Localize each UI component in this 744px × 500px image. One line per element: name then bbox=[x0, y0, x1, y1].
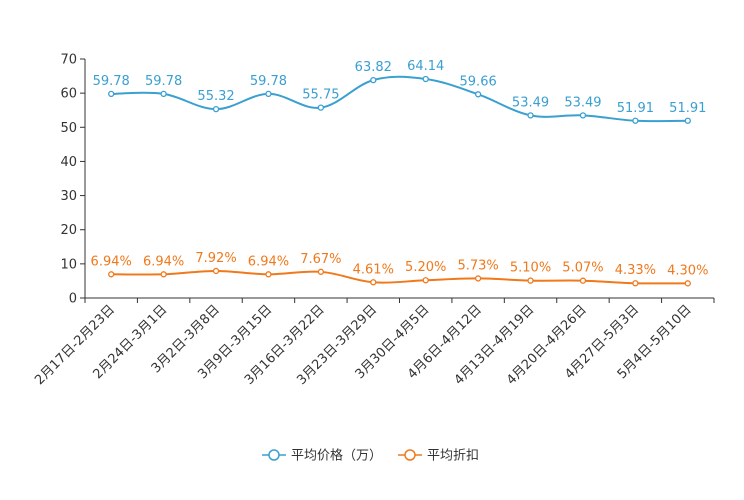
price-point[interactable] bbox=[579, 112, 587, 119]
price-data-label: 53.49 bbox=[564, 95, 601, 110]
price-data-label: 59.78 bbox=[250, 74, 287, 89]
price-data-label: 59.66 bbox=[460, 74, 497, 89]
y-tick-label: 10 bbox=[60, 257, 77, 272]
price-point[interactable] bbox=[265, 90, 272, 98]
discount-point[interactable] bbox=[317, 268, 325, 275]
discount-data-label: 5.20% bbox=[405, 260, 446, 275]
discount-point[interactable] bbox=[684, 280, 691, 287]
discount-data-label: 4.33% bbox=[615, 263, 656, 278]
price-point[interactable] bbox=[108, 90, 115, 98]
y-tick-label: 70 bbox=[60, 53, 77, 68]
legend-item-discount[interactable]: 平均折扣 bbox=[398, 449, 479, 464]
price-point[interactable] bbox=[370, 76, 377, 84]
price-data-label: 59.78 bbox=[145, 74, 182, 89]
y-tick-label: 40 bbox=[60, 155, 77, 170]
discount-point[interactable] bbox=[422, 277, 429, 284]
discount-data-label: 5.07% bbox=[562, 261, 603, 276]
price-data-label: 55.75 bbox=[302, 88, 339, 103]
legend-marker-icon bbox=[268, 449, 280, 461]
price-point[interactable] bbox=[474, 91, 482, 98]
y-tick-label: 30 bbox=[60, 189, 77, 204]
discount-point[interactable] bbox=[212, 267, 220, 275]
discount-point[interactable] bbox=[527, 277, 534, 284]
discount-point[interactable] bbox=[474, 275, 482, 282]
y-tick-label: 20 bbox=[60, 223, 77, 238]
discount-point[interactable] bbox=[632, 280, 639, 287]
axes: 0102030405060702月17日-2月23日2月24日-3月1日3月2日… bbox=[32, 53, 715, 388]
price-point[interactable] bbox=[212, 105, 220, 113]
discount-data-label: 6.94% bbox=[248, 254, 289, 269]
discount-data-label: 4.61% bbox=[353, 262, 394, 277]
price-point[interactable] bbox=[317, 104, 325, 111]
price-point[interactable] bbox=[160, 90, 167, 98]
price-series-line bbox=[111, 75, 688, 123]
price-data-label: 55.32 bbox=[197, 89, 234, 104]
discount-series-line bbox=[111, 269, 688, 285]
discount-data-label: 5.10% bbox=[510, 261, 551, 276]
y-tick-label: 60 bbox=[60, 87, 77, 102]
discount-data-label: 5.73% bbox=[457, 258, 498, 273]
price-point[interactable] bbox=[422, 75, 429, 83]
discount-point[interactable] bbox=[579, 277, 587, 284]
discount-data-label: 7.92% bbox=[195, 251, 236, 266]
discount-data-label: 7.67% bbox=[300, 252, 341, 267]
price-data-label: 64.14 bbox=[407, 59, 444, 74]
discount-data-label: 6.94% bbox=[143, 254, 184, 269]
legend-marker-icon bbox=[404, 449, 416, 461]
price-point[interactable] bbox=[632, 117, 639, 124]
legend-item-price[interactable]: 平均价格（万） bbox=[262, 448, 382, 464]
legend-label: 平均价格（万） bbox=[291, 448, 382, 464]
data-labels-layer: 59.78 59.78 55.32 59.78 55.75 63.82 64.14 59.66… bbox=[91, 59, 709, 278]
y-tick-label: 50 bbox=[60, 121, 77, 136]
discount-point[interactable] bbox=[108, 271, 115, 278]
discount-point[interactable] bbox=[265, 271, 272, 278]
discount-point[interactable] bbox=[370, 279, 377, 286]
price-data-label: 51.91 bbox=[617, 101, 654, 116]
discount-point[interactable] bbox=[160, 271, 167, 278]
price-data-label: 51.91 bbox=[669, 101, 706, 116]
series-layer bbox=[108, 75, 691, 287]
price-point[interactable] bbox=[684, 117, 691, 124]
price-data-label: 63.82 bbox=[355, 60, 392, 75]
legend[interactable]: 平均价格（万） 平均折扣 bbox=[262, 448, 479, 464]
discount-data-label: 4.30% bbox=[667, 263, 708, 278]
price-data-label: 53.49 bbox=[512, 95, 549, 110]
y-tick-label: 0 bbox=[69, 292, 77, 307]
discount-data-label: 6.94% bbox=[91, 254, 132, 269]
legend-label: 平均折扣 bbox=[427, 449, 479, 464]
price-data-label: 59.78 bbox=[93, 74, 130, 89]
price-point[interactable] bbox=[527, 112, 534, 119]
